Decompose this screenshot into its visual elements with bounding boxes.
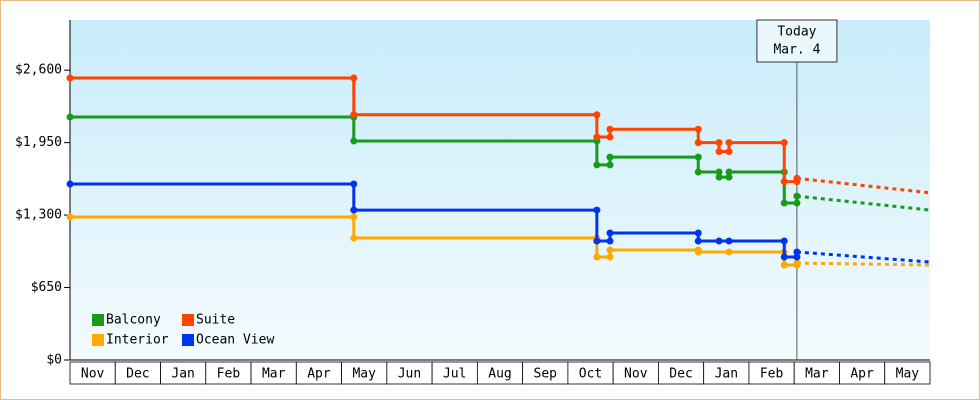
y-tick-label: $0 [46,353,62,368]
price-point [593,161,601,169]
price-point [725,237,733,245]
x-tick-label: Mar [805,367,829,382]
price-point [780,253,788,261]
price-point [593,133,601,141]
x-tick-label: Jul [443,367,466,382]
price-point [793,248,801,256]
x-tick-label: Jan [715,367,738,382]
price-point [725,173,733,181]
price-point [725,168,733,176]
price-point [593,111,601,119]
price-point [725,248,733,256]
price-point [694,168,702,176]
price-point [350,213,358,221]
price-point [350,206,358,214]
price-point [694,237,702,245]
price-point [66,180,74,188]
month-cell [884,361,931,385]
price-point [66,113,74,121]
legend-label: Ocean View [196,333,274,348]
price-point [606,125,614,133]
legend-swatch [92,314,104,326]
price-point [350,234,358,242]
price-point [715,139,723,147]
y-tick-label: $650 [31,280,62,295]
price-point [780,261,788,269]
price-point [606,229,614,237]
x-tick-label: Sep [534,367,558,382]
price-point [793,253,801,261]
x-tick-label: Mar [262,367,286,382]
price-point [606,253,614,261]
y-tick-label: $1,950 [15,135,62,150]
price-point [780,237,788,245]
price-point [793,174,801,182]
x-tick-label: Feb [760,367,784,382]
legend-label: Interior [106,333,169,348]
price-point [606,237,614,245]
x-tick-label: Aug [488,367,511,382]
legend-swatch [182,314,194,326]
today-date: Mar. 4 [773,43,820,58]
price-point [694,248,702,256]
price-point [694,229,702,237]
price-point [593,253,601,261]
price-point [793,199,801,207]
legend-swatch [182,334,194,346]
price-point [715,168,723,176]
price-point [606,246,614,254]
x-tick-label: Jan [171,367,194,382]
price-point [593,206,601,214]
price-point [350,180,358,188]
x-tick-label: Jun [398,367,421,382]
price-point [725,148,733,156]
today-box [756,19,838,63]
legend-label: Suite [196,313,235,328]
price-point [715,173,723,181]
price-point [606,133,614,141]
y-tick-label: $1,300 [15,208,62,223]
legend-label: Balcony [106,313,161,328]
price-point [780,139,788,147]
price-point [593,237,601,245]
price-point [793,192,801,200]
x-tick-label: May [352,367,376,382]
x-tick-label: Oct [579,367,602,382]
price-point [350,137,358,145]
price-point [350,74,358,82]
price-point [715,237,723,245]
price-point [694,153,702,161]
price-point [606,161,614,169]
price-point [780,178,788,186]
forecast-line [796,250,931,264]
legend-swatch [92,334,104,346]
forecast-line [796,194,931,212]
x-tick-label: Feb [217,367,241,382]
today-label: Today [777,25,816,40]
price-point [715,148,723,156]
price-point [66,74,74,82]
price-point [780,199,788,207]
price-point [66,213,74,221]
y-tick-label: $2,600 [15,63,62,78]
price-point [694,125,702,133]
plot-area [70,20,930,360]
x-tick-label: May [896,367,920,382]
forecast-line [796,261,931,267]
forecast-line [796,176,931,195]
x-tick-label: Apr [850,367,874,382]
x-tick-label: Dec [126,367,149,382]
x-tick-label: Nov [81,367,105,382]
price-point [725,139,733,147]
x-tick-label: Apr [307,367,331,382]
x-tick-label: Nov [624,367,648,382]
x-tick-label: Dec [669,367,692,382]
price-point [694,139,702,147]
price-point [606,153,614,161]
price-point [793,259,801,267]
price-point [350,111,358,119]
